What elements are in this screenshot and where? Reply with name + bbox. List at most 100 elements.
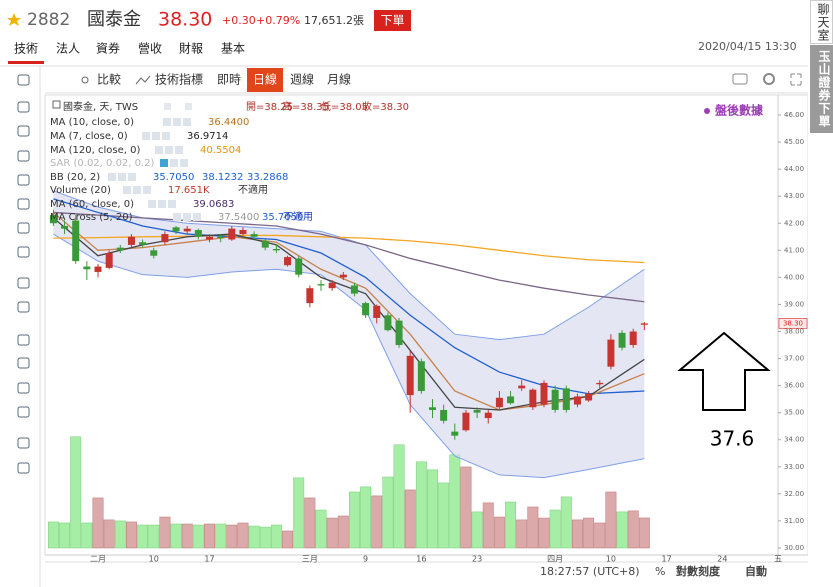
legend-control[interactable] <box>160 159 168 167</box>
legend-control[interactable] <box>108 173 116 181</box>
order-button-label[interactable]: 下單 <box>380 14 404 28</box>
tool-icon[interactable] <box>17 277 30 289</box>
legend-control[interactable] <box>185 103 192 110</box>
legend-control[interactable] <box>183 213 191 221</box>
volume-bar <box>103 519 115 549</box>
tool-icon[interactable] <box>17 174 30 186</box>
candle-body <box>284 257 292 266</box>
candle-body <box>596 382 604 385</box>
legend-control[interactable] <box>183 118 191 126</box>
annotation-text: 37.6 <box>710 427 755 451</box>
compare-button[interactable]: 比較 <box>97 72 121 87</box>
active-interval[interactable] <box>247 68 283 92</box>
legend-label: MA (10, close, 0) <box>50 117 134 128</box>
active-tab-underline <box>8 61 44 64</box>
tool-icon[interactable] <box>17 74 30 86</box>
legend-control[interactable] <box>142 132 150 140</box>
candle-body <box>451 431 459 436</box>
legend-control[interactable] <box>164 103 171 110</box>
realtime-button[interactable]: 即時 <box>217 73 241 87</box>
candle-body <box>573 396 581 405</box>
auto-toggle[interactable]: 自動 <box>745 564 767 578</box>
legend-control[interactable] <box>165 146 173 154</box>
legend-control[interactable] <box>193 213 201 221</box>
legend-control[interactable] <box>173 213 181 221</box>
log-toggle[interactable]: 對數刻度 <box>676 564 721 578</box>
candle-body <box>406 355 414 396</box>
status-time: 18:27:57 (UTC+8) <box>540 565 640 578</box>
tool-icon[interactable] <box>17 462 30 474</box>
legend-value: 35.7050 <box>262 212 303 223</box>
interval-button[interactable]: 日線 <box>253 72 277 87</box>
legend-control[interactable] <box>180 159 188 167</box>
legend-value: 不適用 <box>238 183 268 196</box>
legend-control[interactable] <box>162 132 170 140</box>
tab[interactable]: 法人 <box>56 42 80 56</box>
legend-control[interactable] <box>148 200 156 208</box>
tool-icon[interactable] <box>17 357 30 369</box>
legend-label: MA (7, close, 0) <box>50 131 128 142</box>
legend-control[interactable] <box>170 159 178 167</box>
volume-bar <box>181 523 193 549</box>
tool-icon[interactable] <box>17 101 30 113</box>
fullscreen-icon[interactable] <box>790 73 802 86</box>
y-tick-label: 37.00 <box>784 355 804 363</box>
legend-control[interactable] <box>152 132 160 140</box>
volume-bar <box>337 515 349 549</box>
chat-button[interactable]: 聊天室 <box>810 0 833 44</box>
tab[interactable]: 資券 <box>96 41 120 56</box>
candle-body <box>61 225 69 229</box>
legend-value: 17.651K <box>168 185 210 196</box>
legend-control[interactable] <box>123 186 131 194</box>
indicators-icon[interactable] <box>135 75 151 85</box>
tool-icon[interactable] <box>17 334 30 346</box>
tab[interactable]: 財報 <box>179 41 203 56</box>
collapse-icon[interactable] <box>52 100 61 109</box>
candle-body <box>362 303 370 316</box>
volume-bar <box>237 522 249 549</box>
tool-icon[interactable] <box>17 125 30 137</box>
legend-control[interactable] <box>173 118 181 126</box>
legend-label: BB (20, 2) <box>50 172 100 183</box>
favorite-star[interactable] <box>7 13 21 26</box>
legend-control[interactable] <box>163 118 171 126</box>
legend-control[interactable] <box>158 200 166 208</box>
volume-bar <box>326 517 338 549</box>
legend-control[interactable] <box>175 146 183 154</box>
tab[interactable]: 基本 <box>221 42 245 56</box>
y-tick-label: 42.00 <box>784 219 804 227</box>
tool-icon[interactable] <box>17 437 30 449</box>
broker-button[interactable]: 玉山證券下單 <box>810 45 833 133</box>
tool-icon[interactable] <box>17 150 30 162</box>
order-button[interactable] <box>374 10 411 31</box>
legend-control[interactable] <box>155 146 163 154</box>
interval-button[interactable]: 週線 <box>290 72 314 87</box>
candle-body <box>116 247 124 251</box>
legend-control[interactable] <box>128 173 136 181</box>
volume-bar <box>137 524 149 549</box>
camera-icon[interactable] <box>732 73 748 85</box>
tool-icon[interactable] <box>17 246 30 258</box>
x-tick-label: 17 <box>662 555 672 564</box>
legend-control[interactable] <box>133 186 141 194</box>
percent-toggle[interactable]: % <box>655 565 665 578</box>
interval-button[interactable]: 月線 <box>327 72 351 87</box>
tab[interactable]: 技術 <box>14 42 38 56</box>
candle-body <box>83 266 91 270</box>
tool-icon[interactable] <box>17 222 30 234</box>
indicators-button[interactable]: 技術指標 <box>155 72 203 87</box>
tool-icon[interactable] <box>17 198 30 210</box>
compare-icon[interactable] <box>81 76 89 84</box>
tab[interactable]: 營收 <box>138 42 162 56</box>
volume-bar <box>560 496 572 549</box>
tool-icon[interactable] <box>17 382 30 394</box>
x-tick-label: 三月 <box>302 555 318 564</box>
tool-icon[interactable] <box>17 301 30 313</box>
candle-body <box>49 215 57 224</box>
stock-name: 國泰金 <box>87 9 141 30</box>
legend-control[interactable] <box>143 186 151 194</box>
legend-control[interactable] <box>168 200 176 208</box>
legend-control[interactable] <box>118 173 126 181</box>
tool-icon[interactable] <box>17 406 30 418</box>
settings-icon[interactable] <box>763 73 775 85</box>
